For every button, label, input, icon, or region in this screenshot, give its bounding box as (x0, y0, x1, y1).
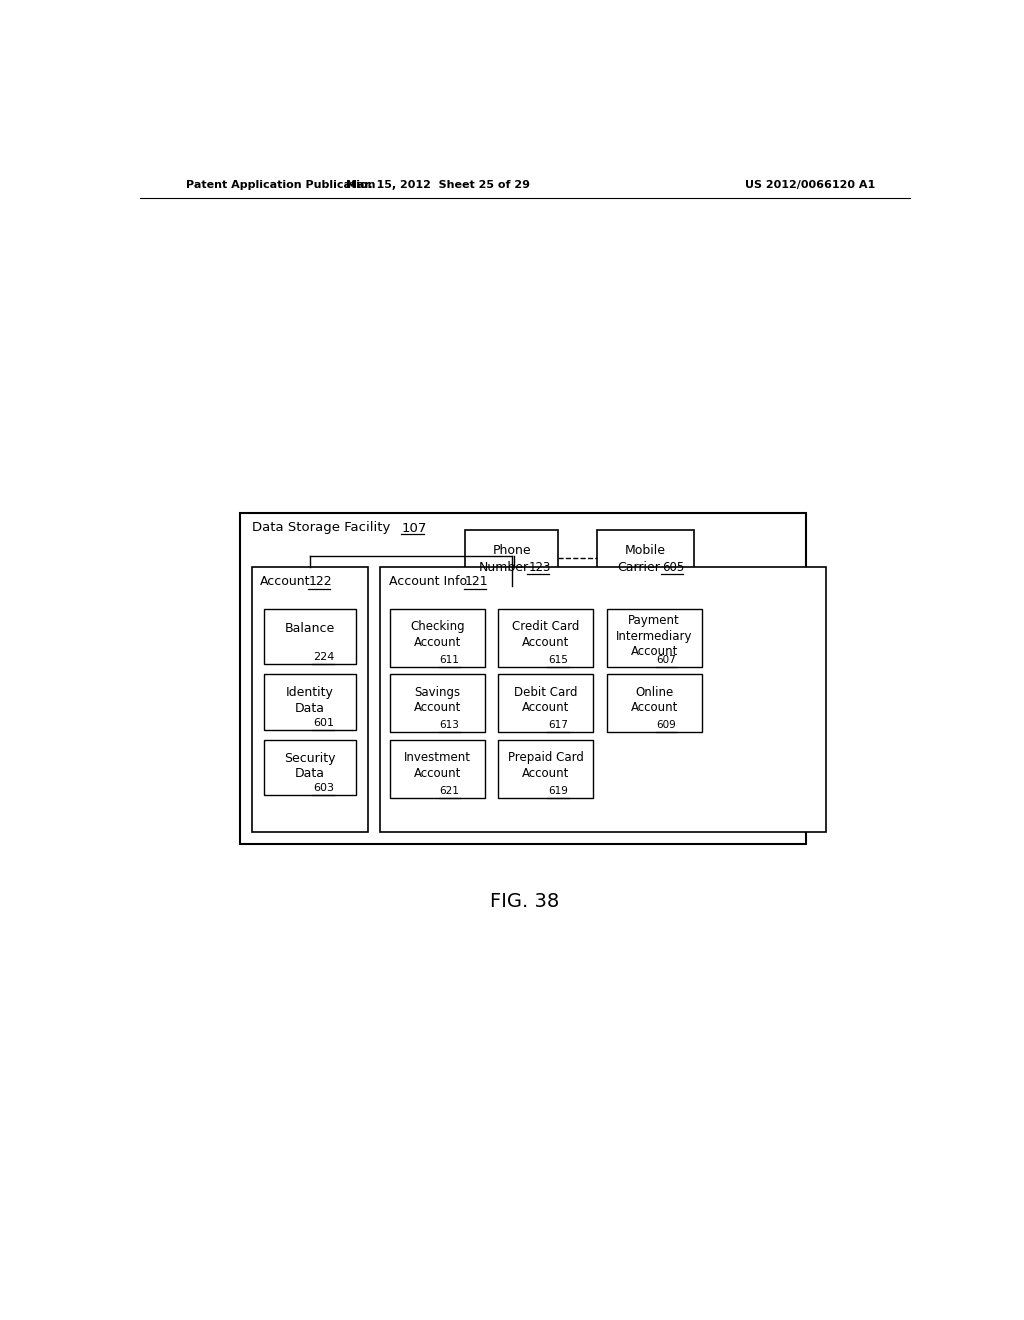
Text: Carrier: Carrier (617, 561, 660, 574)
Text: Debit Card: Debit Card (514, 686, 578, 698)
Text: 619: 619 (548, 785, 568, 796)
Text: Patent Application Publication: Patent Application Publication (186, 181, 376, 190)
FancyBboxPatch shape (390, 609, 484, 667)
FancyBboxPatch shape (607, 675, 701, 733)
Text: Account: Account (414, 636, 461, 649)
FancyBboxPatch shape (597, 531, 693, 586)
Text: 611: 611 (439, 655, 460, 665)
Text: US 2012/0066120 A1: US 2012/0066120 A1 (744, 181, 876, 190)
FancyBboxPatch shape (264, 609, 356, 664)
Text: Account: Account (414, 767, 461, 780)
Text: 603: 603 (313, 783, 334, 793)
Text: Credit Card: Credit Card (512, 620, 580, 634)
Text: Identity: Identity (286, 686, 334, 700)
FancyBboxPatch shape (264, 739, 356, 795)
FancyBboxPatch shape (499, 609, 593, 667)
Text: Account: Account (414, 701, 461, 714)
Text: Account: Account (522, 701, 569, 714)
Text: 601: 601 (313, 718, 334, 727)
Text: 615: 615 (548, 655, 568, 665)
Text: Account: Account (631, 701, 678, 714)
FancyBboxPatch shape (264, 675, 356, 730)
Text: Data: Data (295, 702, 326, 714)
FancyBboxPatch shape (241, 512, 806, 843)
Text: Account: Account (260, 576, 310, 589)
Text: Online: Online (635, 686, 674, 698)
Text: 224: 224 (313, 652, 335, 663)
Text: FIG. 38: FIG. 38 (490, 892, 559, 911)
Text: Checking: Checking (410, 620, 465, 634)
FancyBboxPatch shape (607, 609, 701, 667)
Text: Phone: Phone (493, 544, 530, 557)
Text: Account: Account (522, 767, 569, 780)
Text: Data Storage Facility: Data Storage Facility (252, 521, 390, 535)
FancyBboxPatch shape (499, 675, 593, 733)
Text: 621: 621 (439, 785, 460, 796)
Text: 121: 121 (465, 576, 488, 589)
Text: Data: Data (295, 767, 326, 780)
FancyBboxPatch shape (390, 675, 484, 733)
FancyBboxPatch shape (499, 739, 593, 797)
Text: Number: Number (479, 561, 529, 574)
Text: 613: 613 (439, 721, 460, 730)
FancyBboxPatch shape (380, 566, 825, 832)
Text: 605: 605 (663, 561, 685, 574)
Text: 123: 123 (528, 561, 551, 574)
Text: Account Info: Account Info (389, 576, 467, 589)
Text: 122: 122 (308, 576, 332, 589)
Text: Mar. 15, 2012  Sheet 25 of 29: Mar. 15, 2012 Sheet 25 of 29 (346, 181, 530, 190)
Text: 617: 617 (548, 721, 568, 730)
Text: 107: 107 (401, 521, 427, 535)
Text: Intermediary: Intermediary (616, 630, 692, 643)
Text: Account: Account (522, 636, 569, 649)
Text: Security: Security (285, 751, 336, 764)
Text: Balance: Balance (285, 622, 335, 635)
FancyBboxPatch shape (390, 739, 484, 797)
Text: Mobile: Mobile (625, 544, 666, 557)
FancyBboxPatch shape (252, 566, 369, 832)
Text: Account: Account (631, 645, 678, 659)
Text: Savings: Savings (414, 686, 460, 698)
Text: Payment: Payment (629, 614, 680, 627)
Text: 607: 607 (656, 655, 676, 665)
Text: Investment: Investment (403, 751, 471, 764)
Text: 609: 609 (656, 721, 676, 730)
FancyBboxPatch shape (465, 531, 558, 586)
Text: Prepaid Card: Prepaid Card (508, 751, 584, 764)
